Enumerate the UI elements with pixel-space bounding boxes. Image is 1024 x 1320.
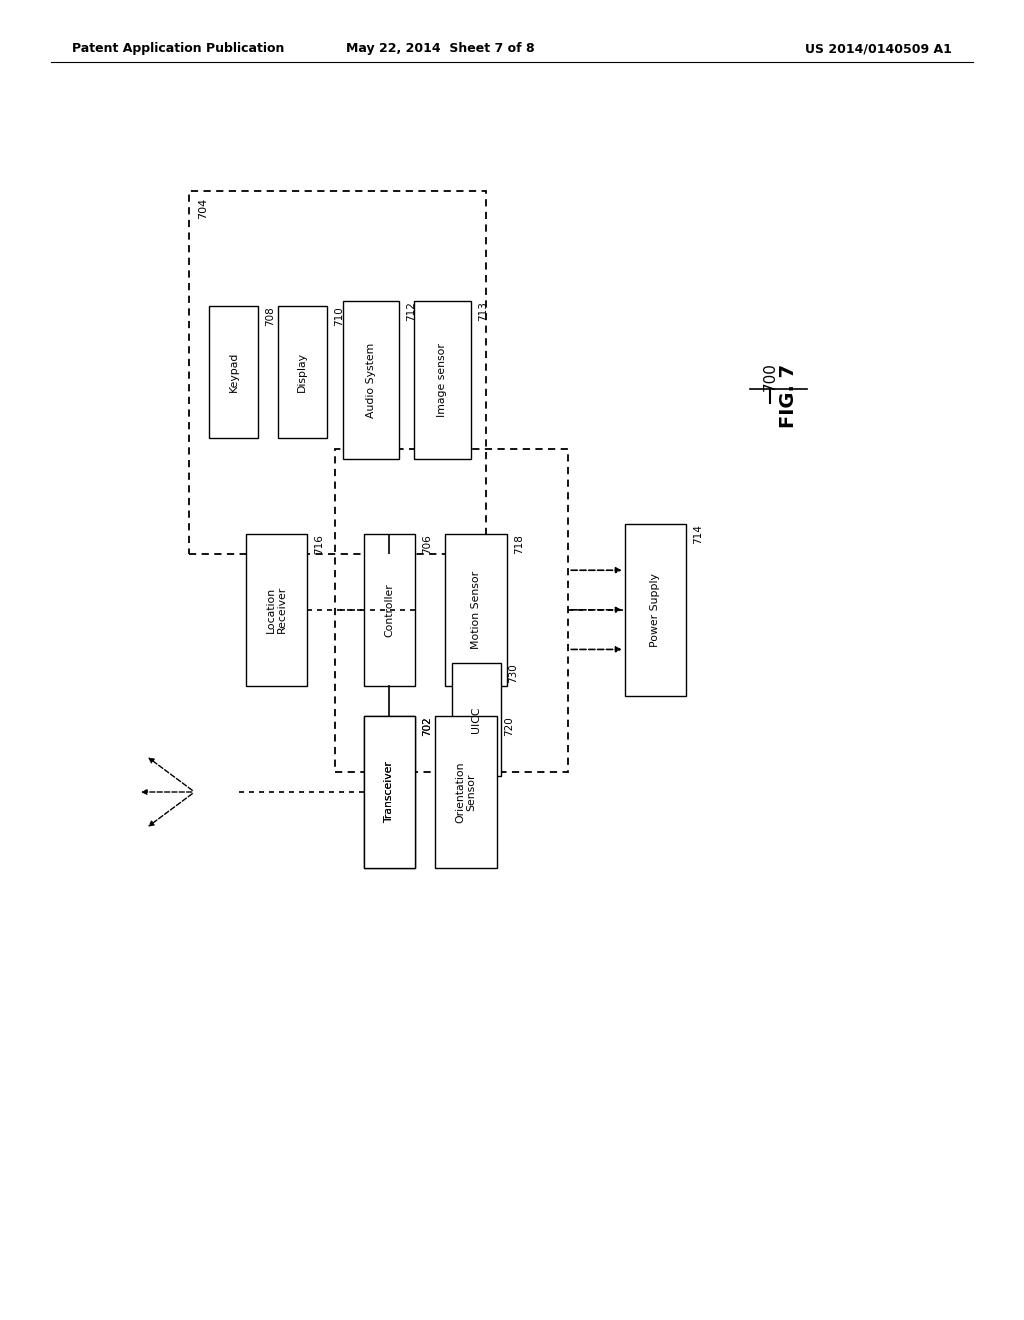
Text: Transceiver: Transceiver — [384, 762, 394, 822]
Text: Patent Application Publication: Patent Application Publication — [72, 42, 284, 55]
Bar — [452, 663, 501, 776]
Bar — [364, 715, 415, 869]
Bar — [445, 533, 507, 685]
Text: Image sensor: Image sensor — [437, 343, 447, 417]
Text: Audio System: Audio System — [366, 342, 376, 418]
Text: Keypad: Keypad — [228, 352, 239, 392]
Text: US 2014/0140509 A1: US 2014/0140509 A1 — [806, 42, 952, 55]
Text: 714: 714 — [693, 524, 703, 544]
Text: Orientation
Sensor: Orientation Sensor — [455, 762, 477, 822]
Text: Transceiver: Transceiver — [384, 762, 394, 822]
Text: 713: 713 — [477, 301, 487, 321]
Text: 716: 716 — [314, 533, 325, 554]
Text: UICC: UICC — [471, 706, 481, 733]
Bar — [209, 306, 258, 438]
Text: 718: 718 — [514, 533, 524, 554]
Text: 730: 730 — [508, 663, 518, 682]
Text: 704: 704 — [198, 198, 208, 219]
Text: FIG. 7: FIG. 7 — [779, 364, 798, 428]
Bar — [364, 715, 415, 869]
Bar — [189, 191, 486, 554]
Bar — [364, 533, 415, 685]
Text: Power Supply: Power Supply — [650, 573, 660, 647]
Bar — [278, 306, 327, 438]
Text: Motion Sensor: Motion Sensor — [471, 570, 481, 649]
Text: 710: 710 — [334, 306, 344, 326]
Text: 700: 700 — [763, 362, 777, 391]
Text: May 22, 2014  Sheet 7 of 8: May 22, 2014 Sheet 7 of 8 — [346, 42, 535, 55]
Bar — [414, 301, 470, 459]
Text: Controller: Controller — [384, 583, 394, 636]
Bar — [246, 533, 307, 685]
Bar — [435, 715, 497, 869]
Text: Location
Receiver: Location Receiver — [265, 586, 288, 634]
Text: Display: Display — [297, 352, 307, 392]
Text: 712: 712 — [406, 301, 416, 321]
Bar — [335, 449, 568, 772]
Text: 702: 702 — [422, 715, 432, 735]
Text: 706: 706 — [422, 533, 432, 553]
Bar — [342, 301, 398, 459]
Text: 720: 720 — [504, 715, 514, 735]
Text: 702: 702 — [422, 715, 432, 735]
Text: 708: 708 — [265, 306, 275, 326]
Bar — [625, 524, 686, 696]
